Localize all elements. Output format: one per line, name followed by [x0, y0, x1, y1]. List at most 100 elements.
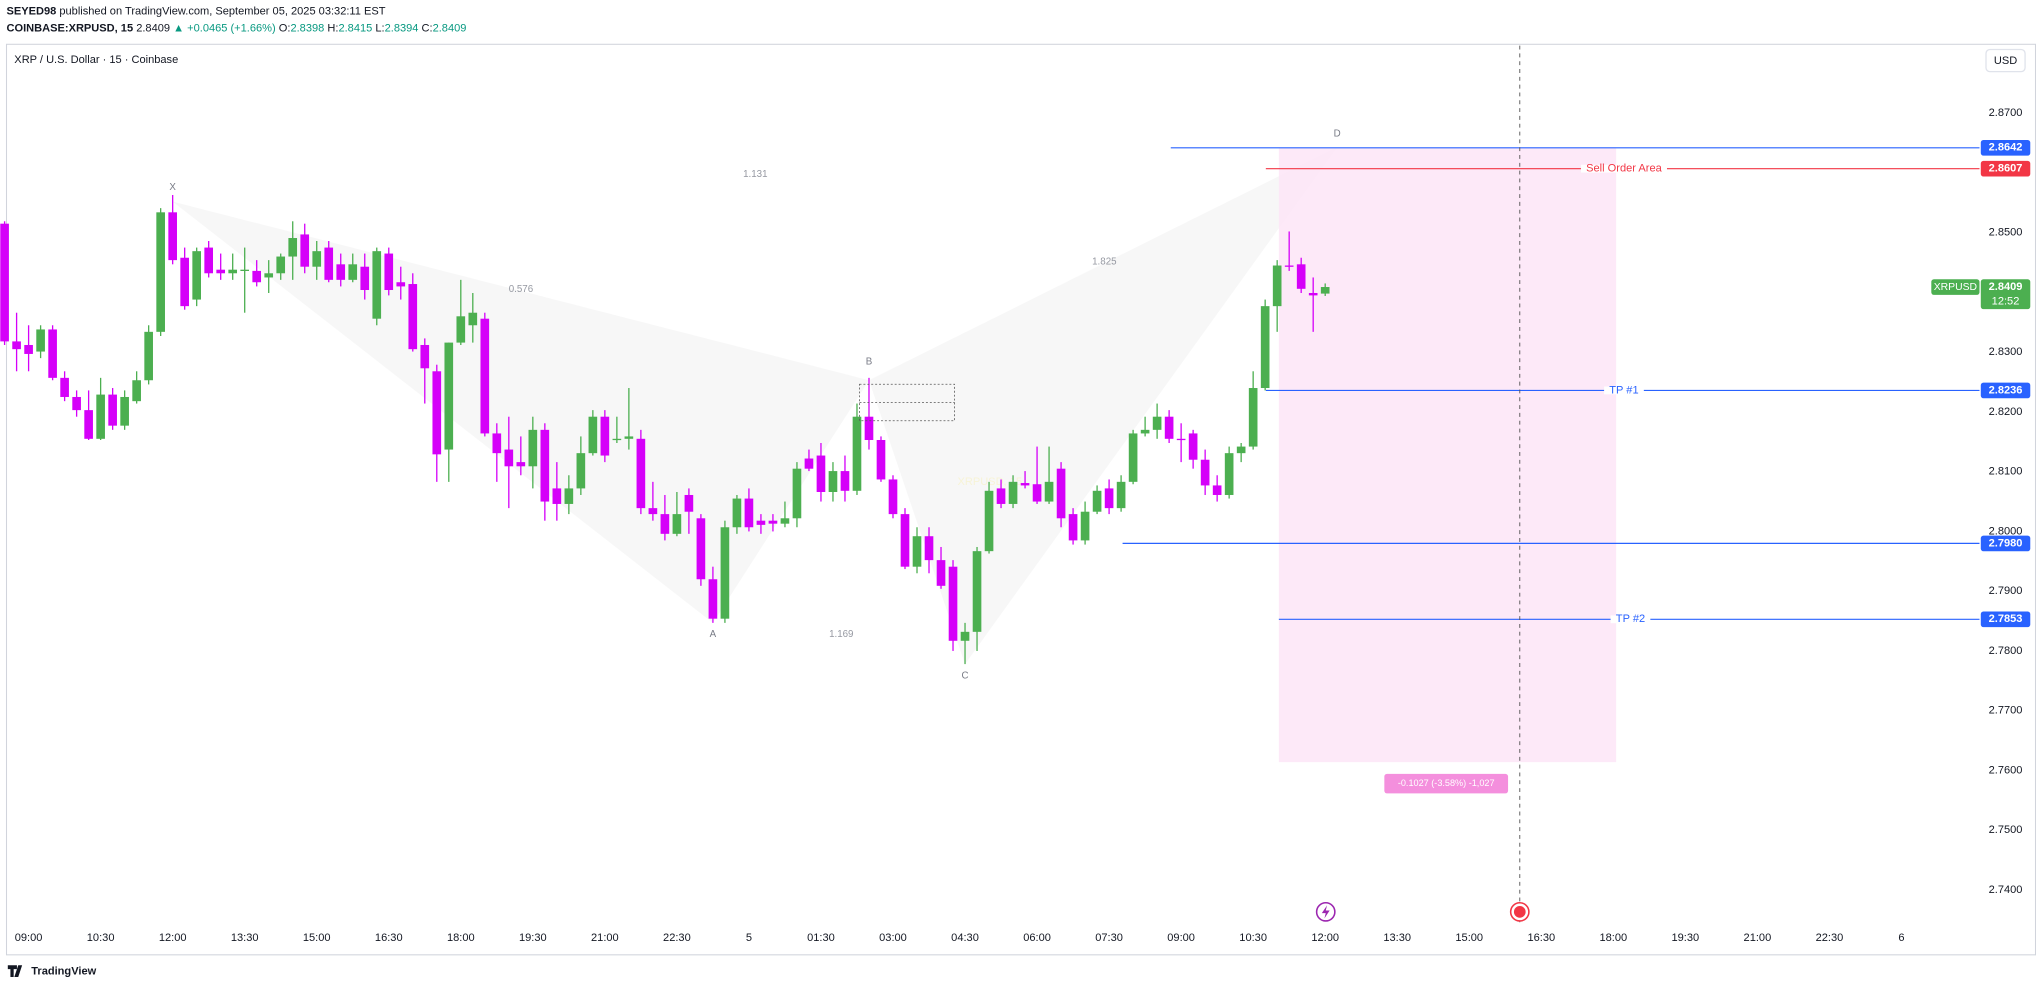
candle-body: [1068, 514, 1078, 541]
candle-body: [588, 416, 598, 454]
last-price-label: 2.8409: [1989, 281, 2023, 293]
h-label: H:: [327, 23, 338, 35]
y-tick-label: 2.7400: [1989, 884, 2023, 896]
author: SEYED98: [7, 6, 57, 18]
l-value: 2.8394: [385, 23, 419, 35]
candle-body: [1020, 483, 1030, 486]
pattern-ratio: 1.131: [743, 169, 767, 180]
candle-body: [1128, 433, 1138, 482]
candle-body: [492, 433, 502, 454]
candle-body: [132, 380, 141, 402]
price-tag: [1980, 160, 2031, 177]
position-label-box: [1384, 773, 1509, 794]
candle-body: [1140, 429, 1150, 434]
candle-body: [480, 318, 490, 434]
x-tick-label: 5: [746, 932, 752, 944]
candle-body: [288, 238, 298, 257]
currency[interactable]: USD: [1994, 55, 2017, 67]
candle-body: [192, 251, 202, 300]
candle-body: [804, 458, 814, 469]
plot-layer: X A B C D 0.576 1.131 1.825 1.169 -0.1027 (-3.58%…: [0, 129, 1980, 794]
line-label-bg: [1610, 615, 1651, 624]
candle-body: [1176, 438, 1186, 441]
candle-body: [120, 396, 129, 426]
candle-body: [336, 264, 346, 280]
candle-body: [744, 498, 754, 528]
price-tag-label: 2.7980: [1989, 537, 2023, 549]
candle-body: [1056, 468, 1066, 519]
candle-body: [1188, 433, 1198, 460]
candle-body: [708, 579, 718, 619]
x-tick-label: 15:00: [1455, 932, 1483, 944]
x-tick-label: 03:00: [879, 932, 907, 944]
candle-body: [72, 396, 81, 411]
candle-body: [624, 436, 634, 439]
candle-body: [168, 212, 177, 261]
candle-body: [1044, 481, 1054, 502]
o-value: 2.8398: [290, 23, 324, 35]
c-value: 2.8409: [433, 23, 467, 35]
c-label: C:: [422, 23, 433, 35]
price-tag-label: 2.8236: [1989, 384, 2023, 396]
x-tick-label: 09:00: [1167, 932, 1195, 944]
price-tag: [1980, 382, 2031, 399]
candle-body: [1104, 488, 1114, 509]
x-tick-label: 10:30: [1239, 932, 1267, 944]
published: published on TradingView.com, September …: [59, 6, 385, 18]
l-label: L:: [375, 23, 384, 35]
y-tick-label: 2.8200: [1989, 406, 2023, 418]
x-tick-label: 6: [1898, 932, 1904, 944]
candle-body: [852, 416, 862, 491]
line-label-bg: [1604, 386, 1644, 395]
x-tick-label: 10:30: [87, 932, 115, 944]
candle-body: [576, 453, 586, 489]
candle-body: [828, 471, 838, 492]
candle-body: [780, 518, 790, 524]
price-tag-label: 2.8642: [1989, 142, 2023, 154]
currency-button[interactable]: [1985, 48, 2026, 73]
y-tick-label: 2.7600: [1989, 764, 2023, 776]
chart-title: XRP / U.S. Dollar · 15 · Coinbase: [14, 54, 178, 66]
candle-body: [300, 234, 310, 267]
symbol-tag: [1931, 279, 1980, 295]
candle-body: [360, 266, 370, 291]
position-zone: [1278, 147, 1617, 763]
brand-logo: [7, 965, 23, 977]
event-icon-glyph: [1321, 905, 1330, 919]
candle-body: [432, 371, 442, 455]
candle-body: [420, 344, 430, 369]
candle-body: [1296, 264, 1306, 289]
candle-body: [1164, 416, 1174, 439]
symbol: COINBASE:XRPUSD, 15: [7, 23, 134, 35]
pattern-triangle: [172, 201, 869, 623]
candle-body: [228, 269, 238, 274]
y-tick-label: 2.8100: [1989, 466, 2023, 478]
candle-body: [612, 438, 622, 441]
candle-body: [312, 251, 322, 267]
candle-body: [0, 223, 9, 342]
y-tick-label: 2.8500: [1989, 227, 2023, 239]
x-tick-label: 01:30: [807, 932, 835, 944]
x-tick-label: 21:00: [1744, 932, 1772, 944]
y-tick-label: 2.8300: [1989, 346, 2023, 358]
candle-body: [888, 479, 898, 515]
line-label: Sell Order Area: [1586, 163, 1662, 175]
candle-body: [876, 440, 886, 480]
candle-body: [1008, 481, 1018, 504]
candle-body: [840, 471, 850, 491]
candle-body: [1032, 484, 1042, 502]
candle-body: [900, 514, 910, 567]
candle-body: [1224, 453, 1234, 495]
candle-body: [564, 488, 574, 504]
x-tick-label: 13:30: [1383, 932, 1411, 944]
candle-body: [756, 520, 766, 525]
candle-body: [816, 455, 826, 492]
candle-body: [276, 256, 286, 274]
candle-body: [108, 394, 117, 426]
candle-body: [516, 462, 526, 467]
candle-body: [1284, 265, 1294, 267]
candle-body: [264, 273, 274, 278]
candle-body: [936, 560, 946, 586]
